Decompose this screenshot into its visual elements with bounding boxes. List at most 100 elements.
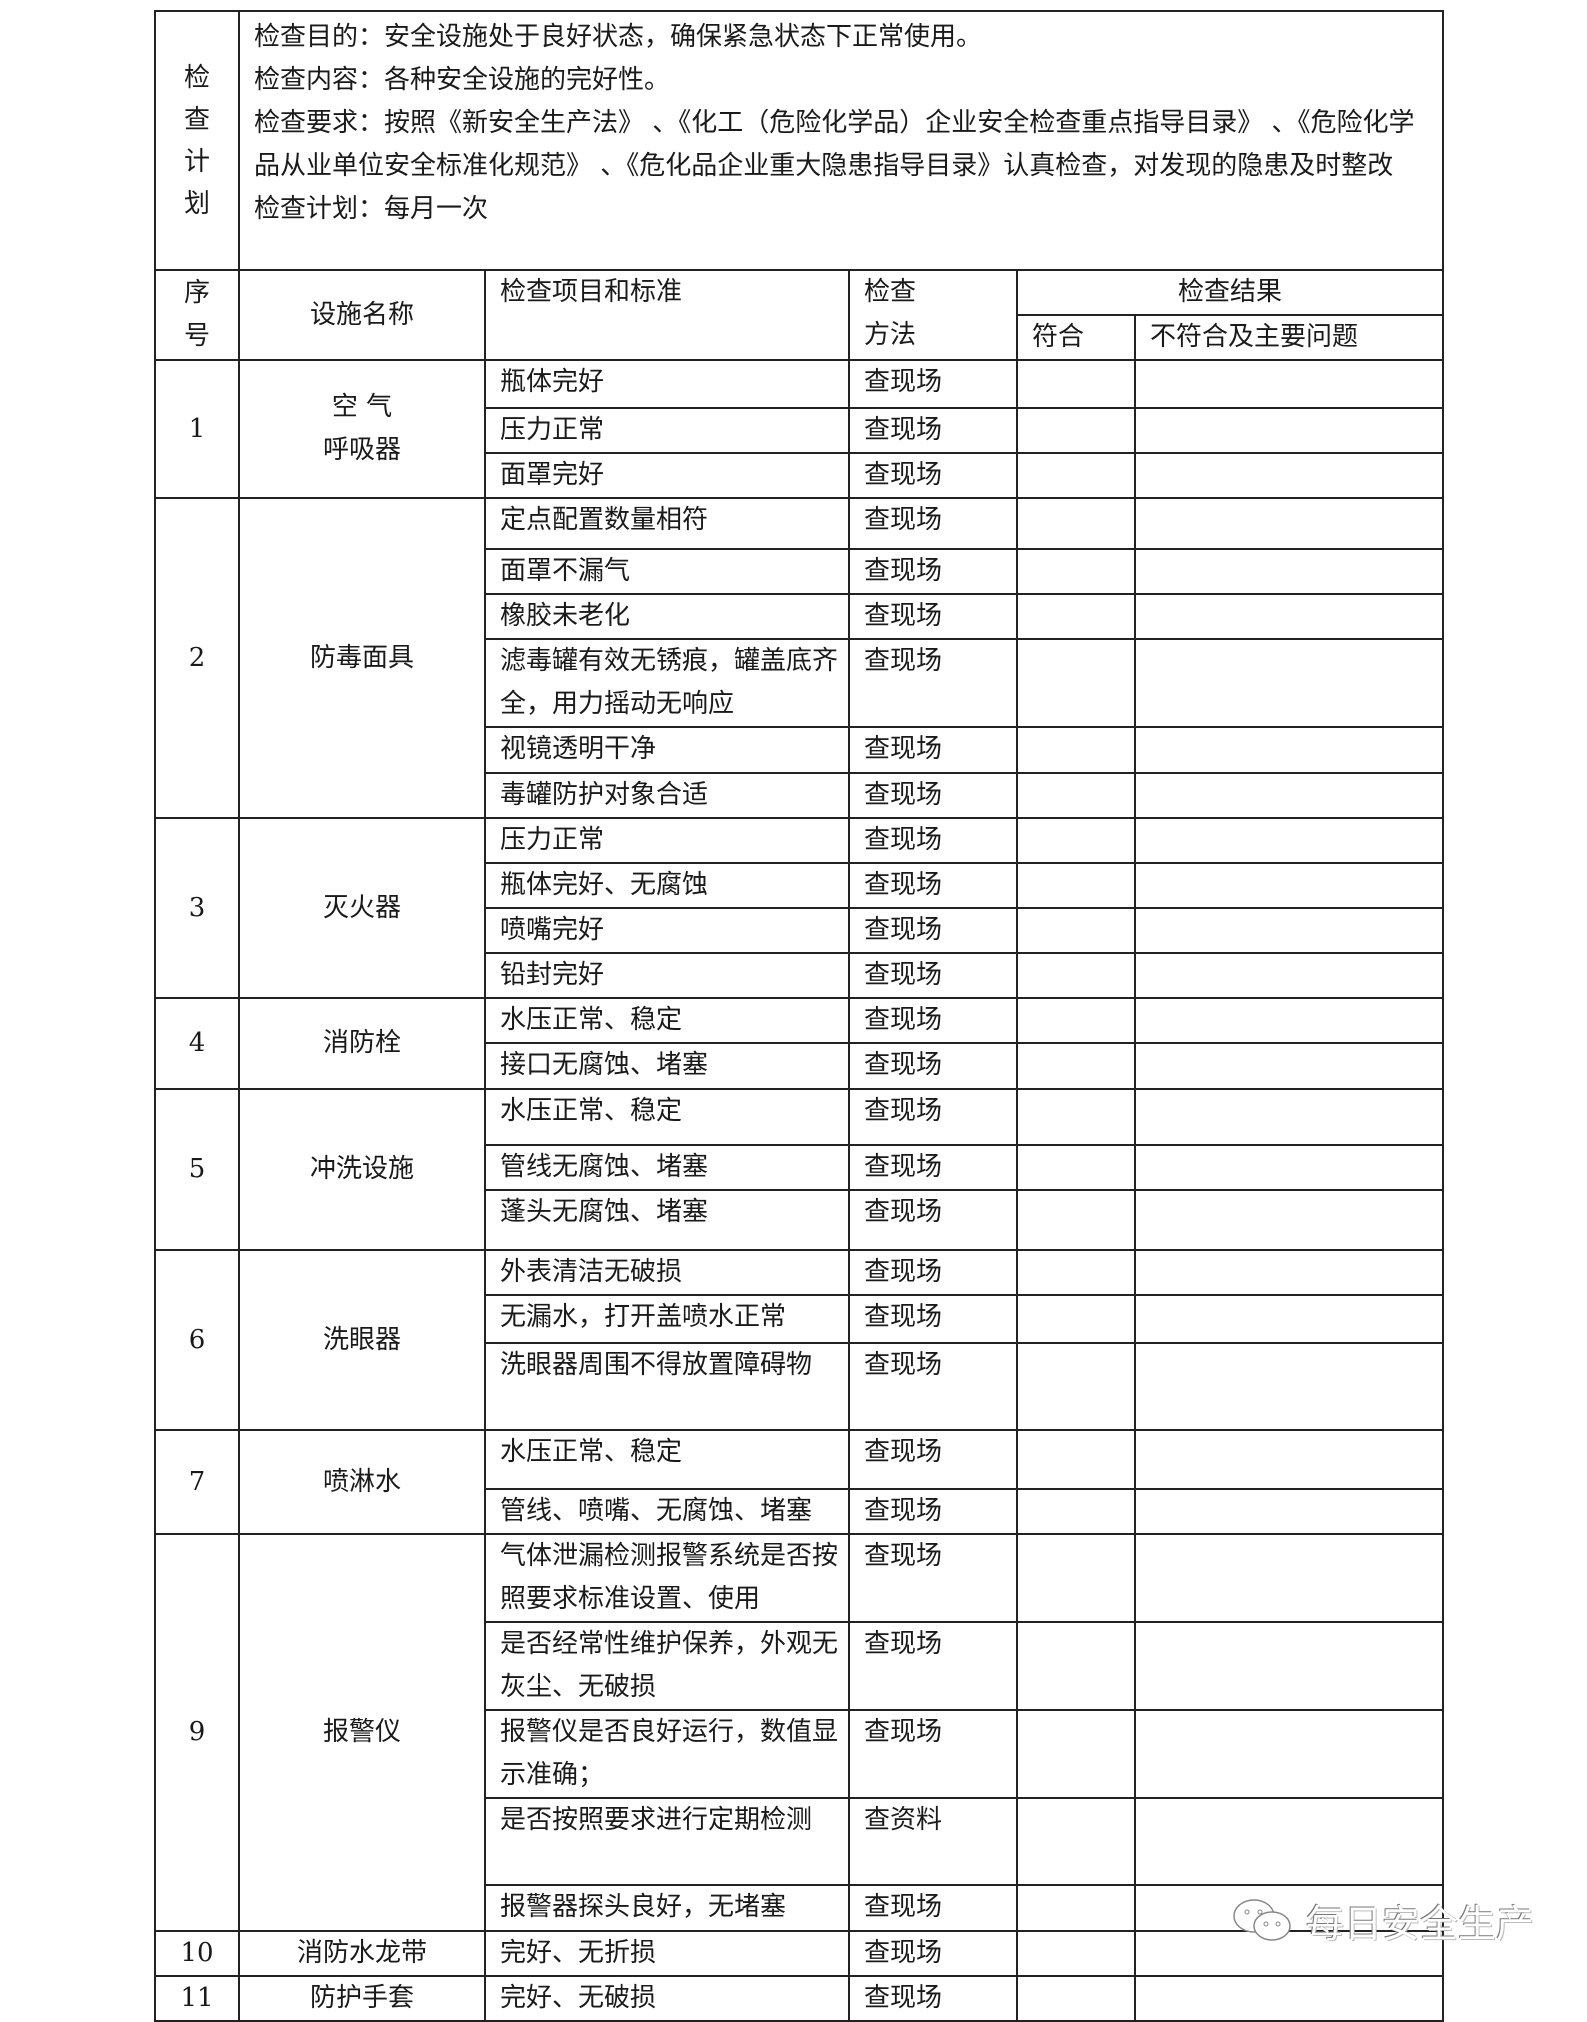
result-pass-cell[interactable] — [1016, 1342, 1136, 1431]
header-seq-char: 号 — [183, 321, 210, 351]
plan-label-char: 检 — [183, 62, 210, 93]
result-pass-cell[interactable] — [1016, 1709, 1136, 1799]
check-method: 查现场 — [848, 1488, 1018, 1535]
result-fail-cell[interactable] — [1133, 1249, 1445, 1296]
check-method: 查现场 — [848, 1342, 1018, 1431]
result-pass-cell[interactable] — [1016, 817, 1136, 864]
check-method: 查现场 — [848, 1249, 1018, 1296]
result-pass-cell[interactable] — [1016, 1189, 1136, 1251]
check-item: 水压正常、稳定 — [484, 1429, 850, 1490]
result-fail-cell[interactable] — [1133, 1975, 1445, 2022]
plan-purpose: 检查目的：安全设施处于良好状态，确保紧急状态下正常使用。 — [254, 22, 983, 52]
facility-name-line: 消防水龙带 — [296, 1938, 427, 1968]
result-fail-cell[interactable] — [1133, 593, 1445, 640]
result-fail-cell[interactable] — [1133, 638, 1445, 728]
check-method: 查现场 — [848, 593, 1018, 640]
check-item: 定点配置数量相符 — [484, 497, 850, 550]
facility-name: 防毒面具 — [238, 497, 486, 819]
result-pass-cell[interactable] — [1016, 548, 1136, 595]
result-fail-cell[interactable] — [1133, 1294, 1445, 1344]
check-method: 查现场 — [848, 817, 1018, 864]
result-fail-cell[interactable] — [1133, 407, 1445, 454]
result-fail-cell[interactable] — [1133, 817, 1445, 864]
result-pass-cell[interactable] — [1016, 1884, 1136, 1932]
check-method: 查现场 — [848, 997, 1018, 1044]
check-method: 查现场 — [848, 952, 1018, 999]
result-pass-cell[interactable] — [1016, 407, 1136, 454]
table-row: 是否按照要求进行定期检测 查资料 — [155, 1797, 1445, 1886]
result-pass-cell[interactable] — [1016, 1797, 1136, 1886]
result-fail-cell[interactable] — [1133, 548, 1445, 595]
check-method: 查现场 — [848, 1429, 1018, 1490]
facility-name-line: 防毒面具 — [309, 642, 414, 673]
facility-name-line: 空 气 — [331, 392, 393, 422]
result-pass-cell[interactable] — [1016, 1042, 1136, 1090]
check-item: 喷嘴完好 — [484, 907, 850, 954]
result-fail-cell[interactable] — [1133, 1342, 1445, 1431]
result-fail-cell[interactable] — [1133, 1429, 1445, 1490]
result-fail-cell[interactable] — [1133, 1144, 1445, 1191]
row-seq: 10 — [154, 1930, 240, 1977]
check-method: 查资料 — [848, 1797, 1018, 1886]
result-fail-cell[interactable] — [1133, 1042, 1445, 1090]
table-row: 滤毒罐有效无锈痕，罐盖底齐全，用力摇动无响应 查现场 — [155, 638, 1445, 728]
result-pass-cell[interactable] — [1016, 1294, 1136, 1344]
result-pass-cell[interactable] — [1016, 1533, 1136, 1623]
plan-row: 检 查 计 划 检查目的：安全设施处于良好状态，确保紧急状态下正常使用。 检查内… — [154, 10, 1445, 271]
result-pass-cell[interactable] — [1016, 1975, 1136, 2022]
result-pass-cell[interactable] — [1016, 452, 1136, 499]
result-pass-cell[interactable] — [1016, 593, 1136, 640]
table-row: 10 消防水龙带 完好、无折损 查现场 — [154, 1930, 1445, 1977]
result-fail-cell[interactable] — [1133, 726, 1445, 774]
result-pass-cell[interactable] — [1016, 726, 1136, 774]
check-method: 查现场 — [848, 1884, 1018, 1932]
result-pass-cell[interactable] — [1016, 1249, 1136, 1296]
result-fail-cell[interactable] — [1133, 997, 1445, 1044]
check-method: 查现场 — [848, 907, 1018, 954]
check-item: 铅封完好 — [484, 952, 850, 999]
facility-name-line: 防护手套 — [309, 1983, 414, 2013]
facility-name-line: 灭火器 — [322, 892, 401, 923]
result-pass-cell[interactable] — [1016, 772, 1136, 819]
result-fail-cell[interactable] — [1133, 359, 1445, 409]
result-pass-cell[interactable] — [1016, 497, 1136, 550]
result-pass-cell[interactable] — [1016, 1488, 1136, 1535]
result-pass-cell[interactable] — [1016, 1144, 1136, 1191]
facility-name: 洗眼器 — [238, 1249, 486, 1431]
check-item: 是否按照要求进行定期检测 — [484, 1797, 850, 1886]
result-pass-cell[interactable] — [1016, 1930, 1136, 1977]
result-pass-cell[interactable] — [1016, 1621, 1136, 1711]
inspection-table: 检 查 计 划 检查目的：安全设施处于良好状态，确保紧急状态下正常使用。 检查内… — [154, 10, 1445, 2022]
result-fail-cell[interactable] — [1133, 772, 1445, 819]
check-method: 查现场 — [848, 772, 1018, 819]
result-fail-cell[interactable] — [1133, 497, 1445, 550]
table-row: 5 冲洗设施 水压正常、稳定 查现场 — [154, 1088, 1445, 1251]
result-fail-cell[interactable] — [1133, 952, 1445, 999]
check-method: 查现场 — [848, 1294, 1018, 1344]
plan-requirement: 检查要求：按照《新安全生产法》 、《化工（危险化学品）企业安全检查重点指导目录》… — [254, 108, 1415, 181]
result-pass-cell[interactable] — [1016, 638, 1136, 728]
result-pass-cell[interactable] — [1016, 862, 1136, 909]
result-fail-cell[interactable] — [1133, 1533, 1445, 1623]
result-pass-cell[interactable] — [1016, 997, 1136, 1044]
result-fail-cell[interactable] — [1133, 1709, 1445, 1799]
result-fail-cell[interactable] — [1133, 452, 1445, 499]
result-fail-cell[interactable] — [1133, 1088, 1445, 1146]
result-pass-cell[interactable] — [1016, 952, 1136, 999]
result-fail-cell[interactable] — [1133, 907, 1445, 954]
result-fail-cell[interactable] — [1133, 1189, 1445, 1251]
result-pass-cell[interactable] — [1016, 1088, 1136, 1146]
result-fail-cell[interactable] — [1133, 1621, 1445, 1711]
check-item: 完好、无破损 — [484, 1975, 850, 2022]
result-pass-cell[interactable] — [1016, 907, 1136, 954]
check-item: 毒罐防护对象合适 — [484, 772, 850, 819]
result-fail-cell[interactable] — [1133, 1797, 1445, 1886]
result-pass-cell[interactable] — [1016, 1429, 1136, 1490]
result-fail-cell[interactable] — [1133, 862, 1445, 909]
result-fail-cell[interactable] — [1133, 1930, 1445, 1977]
result-fail-cell[interactable] — [1133, 1488, 1445, 1535]
row-seq: 5 — [154, 1088, 240, 1251]
header-facility: 设施名称 — [238, 269, 486, 361]
result-pass-cell[interactable] — [1016, 359, 1136, 409]
check-item: 水压正常、稳定 — [484, 1088, 850, 1146]
